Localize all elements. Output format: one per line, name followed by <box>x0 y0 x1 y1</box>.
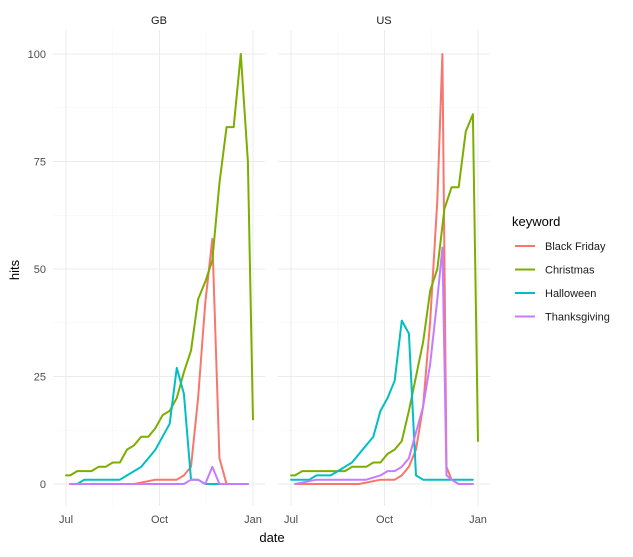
y-tick-label: 25 <box>34 372 46 384</box>
x-tick-label: Jan <box>244 514 262 526</box>
x-tick-label: Jul <box>59 514 73 526</box>
legend-label-black-friday: Black Friday <box>545 241 606 253</box>
y-axis-title: hits <box>7 259 22 280</box>
legend-label-thanksgiving: Thanksgiving <box>545 312 610 324</box>
series-line-black-friday-gb <box>69 237 249 485</box>
grid-layer <box>53 30 490 506</box>
x-tick-label: Oct <box>151 514 168 526</box>
facet-label-us: US <box>376 15 391 27</box>
x-tick-label: Oct <box>376 514 393 526</box>
series-line-halloween-us <box>290 319 474 481</box>
facet-strip-labels: GB US <box>151 15 392 27</box>
x-tick-label: Jul <box>284 514 298 526</box>
legend-title: keyword <box>512 214 560 229</box>
x-tick-label: Jan <box>469 514 487 526</box>
legend-label-christmas: Christmas <box>545 265 595 277</box>
legend: keyword Black Friday Christmas Halloween Th… <box>512 214 610 324</box>
axis-tick-labels: Jul Oct Jan 0 25 50 75 100 Jul Oct Jan <box>28 49 487 526</box>
series-line-black-friday-us <box>294 53 474 485</box>
series-line-christmas-us <box>290 113 479 477</box>
series-line-thanksgiving-us <box>294 246 474 485</box>
series-line-christmas-gb <box>65 53 254 477</box>
legend-label-halloween: Halloween <box>545 288 596 300</box>
y-tick-label: 75 <box>34 157 46 169</box>
series-line-thanksgiving-gb <box>69 465 249 485</box>
y-tick-label: 100 <box>28 49 46 61</box>
y-tick-label: 0 <box>40 479 46 491</box>
facet-label-gb: GB <box>151 15 167 27</box>
y-tick-label: 50 <box>34 264 46 276</box>
series-layer <box>65 53 479 485</box>
x-axis-title: date <box>259 530 284 545</box>
